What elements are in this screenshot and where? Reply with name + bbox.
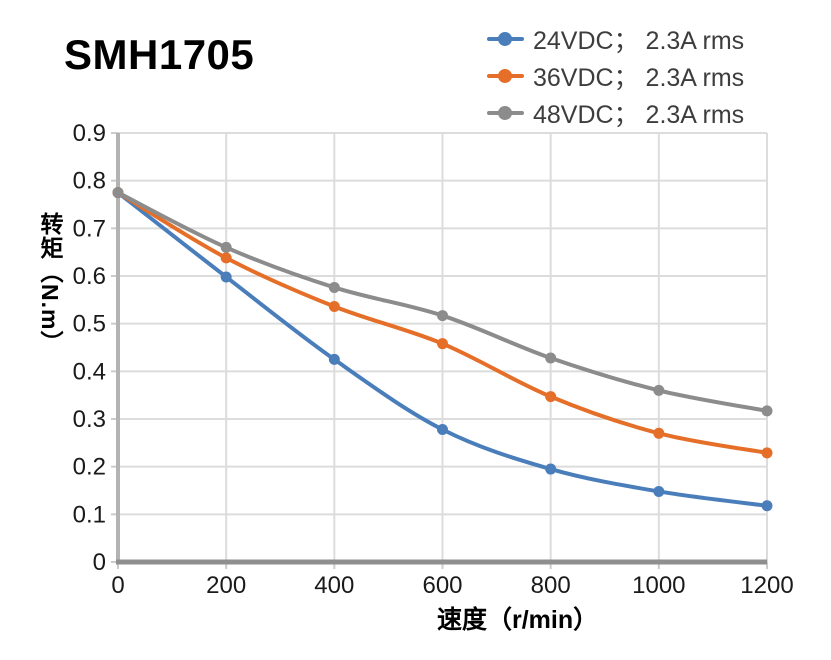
data-point-marker [653,427,665,439]
x-axis-title: 速度（r/min） [437,606,599,634]
y-tick-label: 0.5 [73,311,106,338]
chart-title: SMH1705 [64,31,255,78]
y-axis-title: 转矩（N.m） [37,212,63,355]
data-point-marker [220,252,232,264]
x-tick-label: 400 [314,572,354,599]
data-point-marker [437,338,448,350]
data-point-marker [653,384,665,396]
data-point-marker [437,423,448,435]
legend-label: 24VDC； 2.3A rms [533,26,745,55]
data-point-marker [220,271,232,283]
data-point-marker [328,281,340,293]
x-tick-label: 1000 [632,572,685,599]
data-point-marker [761,447,773,459]
y-tick-label: 0.8 [73,168,106,195]
data-point-marker [328,301,340,313]
legend-label: 36VDC； 2.3A rms [533,63,745,92]
data-point-marker [112,187,124,199]
legend-item: 24VDC； 2.3A rms [487,23,745,55]
y-tick-label: 0.6 [73,263,106,290]
data-point-marker [545,352,557,364]
data-point-marker [220,241,232,253]
y-tick-label: 0.3 [73,406,106,433]
legend-item: 48VDC； 2.3A rms [487,97,745,129]
legend-line-marker-icon [487,68,524,83]
data-point-marker [653,485,665,497]
legend-label: 48VDC； 2.3A rms [533,100,745,129]
legend-line-marker-icon [487,31,524,46]
data-point-marker [437,310,448,322]
x-tick-label: 200 [206,572,246,599]
data-point-marker [761,500,773,512]
y-tick-label: 0.1 [73,501,106,528]
data-point-marker [328,353,340,365]
legend: 24VDC； 2.3A rms 36VDC； 2.3A rms 48VDC； 2.3… [487,23,745,129]
x-tick-label: 0 [111,572,124,599]
x-tick-label: 600 [422,572,462,599]
y-tick-label: 0.7 [73,215,106,242]
data-point-marker [545,463,557,475]
legend-line-marker-icon [487,105,524,120]
legend-item: 36VDC； 2.3A rms [487,60,745,92]
x-tick-label: 1200 [740,572,793,599]
y-tick-label: 0.2 [73,454,106,481]
y-tick-label: 0.4 [73,358,106,385]
x-tick-label: 800 [531,572,571,599]
data-point-marker [761,405,773,417]
y-tick-label: 0.9 [73,120,106,147]
y-tick-label: 0 [93,549,106,576]
data-point-marker [545,391,557,403]
